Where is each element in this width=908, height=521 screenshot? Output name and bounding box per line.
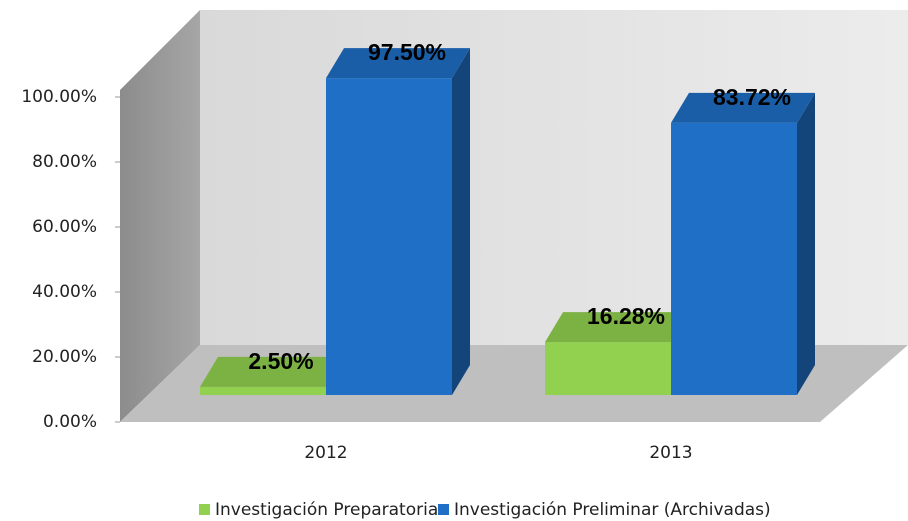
value-label: 16.28% xyxy=(587,303,665,329)
y-tick-label: 40.00% xyxy=(32,282,97,302)
legend-swatch xyxy=(199,504,210,515)
bar-side xyxy=(797,93,815,395)
y-tick-label: 80.00% xyxy=(32,152,97,172)
x-tick-label: 2013 xyxy=(649,443,692,463)
bar xyxy=(545,342,671,395)
bar xyxy=(200,387,326,395)
y-tick-label: 0.00% xyxy=(43,412,97,432)
value-label: 83.72% xyxy=(713,84,791,110)
legend-swatch xyxy=(438,504,449,515)
x-tick-label: 2012 xyxy=(304,443,347,463)
y-tick-label: 20.00% xyxy=(32,347,97,367)
chart: 0.00% 20.00% 40.00% 60.00% 80.00% 100.00% 2012… xyxy=(0,0,908,521)
legend-label: Investigación Preliminar (Archivadas) xyxy=(454,500,771,520)
value-label: 97.50% xyxy=(368,39,446,65)
bar xyxy=(326,78,452,395)
legend-label: Investigación Preparatoria xyxy=(215,500,438,520)
value-label: 2.50% xyxy=(248,348,313,374)
bar xyxy=(671,123,797,395)
bar-side xyxy=(452,48,470,395)
y-tick-label: 100.00% xyxy=(21,87,97,107)
y-tick-label: 60.00% xyxy=(32,217,97,237)
